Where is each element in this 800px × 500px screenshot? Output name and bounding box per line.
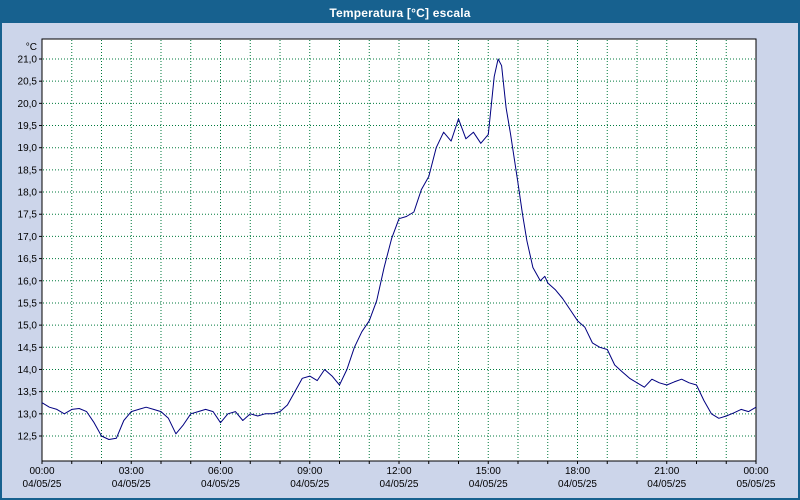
y-tick-label: 14,0 [18, 365, 38, 376]
y-tick-label: 19,5 [18, 121, 38, 132]
x-tick-date: 04/05/25 [201, 479, 240, 490]
y-tick-label: 20,0 [18, 99, 38, 110]
x-tick-time: 00:00 [29, 466, 54, 477]
x-tick-date: 04/05/25 [112, 479, 151, 490]
y-tick-label: 13,5 [18, 387, 38, 398]
y-axis-labels: 21,0 20,5 20,0 19,5 19,0 18,5 18,0 17,5 17,0 16,5… [18, 42, 38, 443]
chart-title: Temperatura [°C] escala [329, 5, 471, 20]
y-tick-label: 12,5 [18, 432, 38, 443]
y-tick-label: 16,0 [18, 276, 38, 287]
x-tick-date: 04/05/25 [469, 479, 508, 490]
x-axis-labels: 00:00 04/05/25 03:00 04/05/25 06:00 04/05/25 0… [23, 466, 776, 490]
chart-area: 21,0 20,5 20,0 19,5 19,0 18,5 18,0 17,5 17,0 16,5… [2, 23, 798, 498]
x-tick-time: 12:00 [386, 466, 411, 477]
grid-lines [43, 40, 755, 460]
x-tick-date: 04/05/25 [380, 479, 419, 490]
y-tick-label: 14,5 [18, 343, 38, 354]
y-tick-label: 13,0 [18, 409, 38, 420]
x-tick-time: 00:00 [743, 466, 768, 477]
x-tick-time: 09:00 [297, 466, 322, 477]
chart-title-bar: Temperatura [°C] escala [2, 2, 798, 23]
x-tick-date: 04/05/25 [290, 479, 329, 490]
x-tick-time: 21:00 [654, 466, 679, 477]
y-tick-label: 21,0 [18, 55, 38, 66]
series-line [41, 58, 757, 440]
x-tick-time: 15:00 [476, 466, 501, 477]
y-tick-label: 17,5 [18, 210, 38, 221]
y-tick-label: 18,5 [18, 165, 38, 176]
y-axis-unit: °C [26, 42, 37, 53]
x-tick-date: 04/05/25 [558, 479, 597, 490]
y-tick-label: 15,0 [18, 321, 38, 332]
x-tick-date: 05/05/25 [737, 479, 776, 490]
y-tick-label: 18,0 [18, 188, 38, 199]
axis-ticks [39, 58, 757, 464]
y-tick-label: 15,5 [18, 298, 38, 309]
chart-plot: 21,0 20,5 20,0 19,5 19,0 18,5 18,0 17,5 17,0 16,5… [18, 38, 776, 490]
x-tick-date: 04/05/25 [23, 479, 62, 490]
x-tick-date: 04/05/25 [647, 479, 686, 490]
x-tick-time: 03:00 [119, 466, 144, 477]
y-tick-label: 19,0 [18, 143, 38, 154]
y-tick-label: 20,5 [18, 77, 38, 88]
x-tick-time: 06:00 [208, 466, 233, 477]
x-tick-time: 18:00 [565, 466, 590, 477]
y-tick-label: 17,0 [18, 232, 38, 243]
y-tick-label: 16,5 [18, 254, 38, 265]
